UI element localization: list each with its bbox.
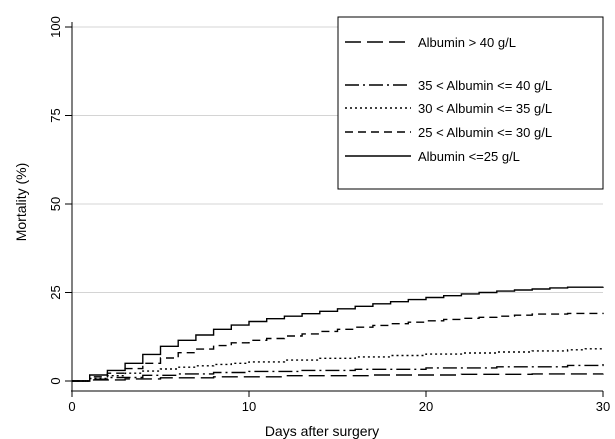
y-axis-label: Mortality (%) xyxy=(13,163,29,242)
y-tick-label: 75 xyxy=(48,108,63,122)
x-tick-label: 20 xyxy=(419,399,433,414)
x-tick-label: 0 xyxy=(68,399,75,414)
series-line-0 xyxy=(72,373,604,382)
legend-label-3: 25 < Albumin <= 30 g/L xyxy=(418,125,552,140)
y-tick-label: 0 xyxy=(48,377,63,384)
axes: 0 25 50 75 100 0 10 20 30 xyxy=(48,16,610,414)
y-tick-label: 25 xyxy=(48,285,63,299)
series-line-4 xyxy=(72,286,604,382)
legend-label-2: 30 < Albumin <= 35 g/L xyxy=(418,101,552,116)
legend: Albumin > 40 g/L 35 < Albumin <= 40 g/L 30… xyxy=(337,16,604,190)
series-line-2 xyxy=(72,348,604,382)
x-axis-label: Days after surgery xyxy=(265,423,379,439)
y-tick-label: 50 xyxy=(48,197,63,211)
plot-area xyxy=(72,286,604,382)
series-line-1 xyxy=(72,364,604,382)
x-tick-label: 30 xyxy=(596,399,610,414)
legend-box xyxy=(337,16,604,190)
legend-label-4: Albumin <=25 g/L xyxy=(418,149,520,164)
x-tick-label: 10 xyxy=(242,399,256,414)
legend-label-0: Albumin > 40 g/L xyxy=(418,35,516,50)
y-tick-label: 100 xyxy=(48,16,63,38)
series-line-3 xyxy=(72,312,604,382)
legend-label-1: 35 < Albumin <= 40 g/L xyxy=(418,78,552,93)
